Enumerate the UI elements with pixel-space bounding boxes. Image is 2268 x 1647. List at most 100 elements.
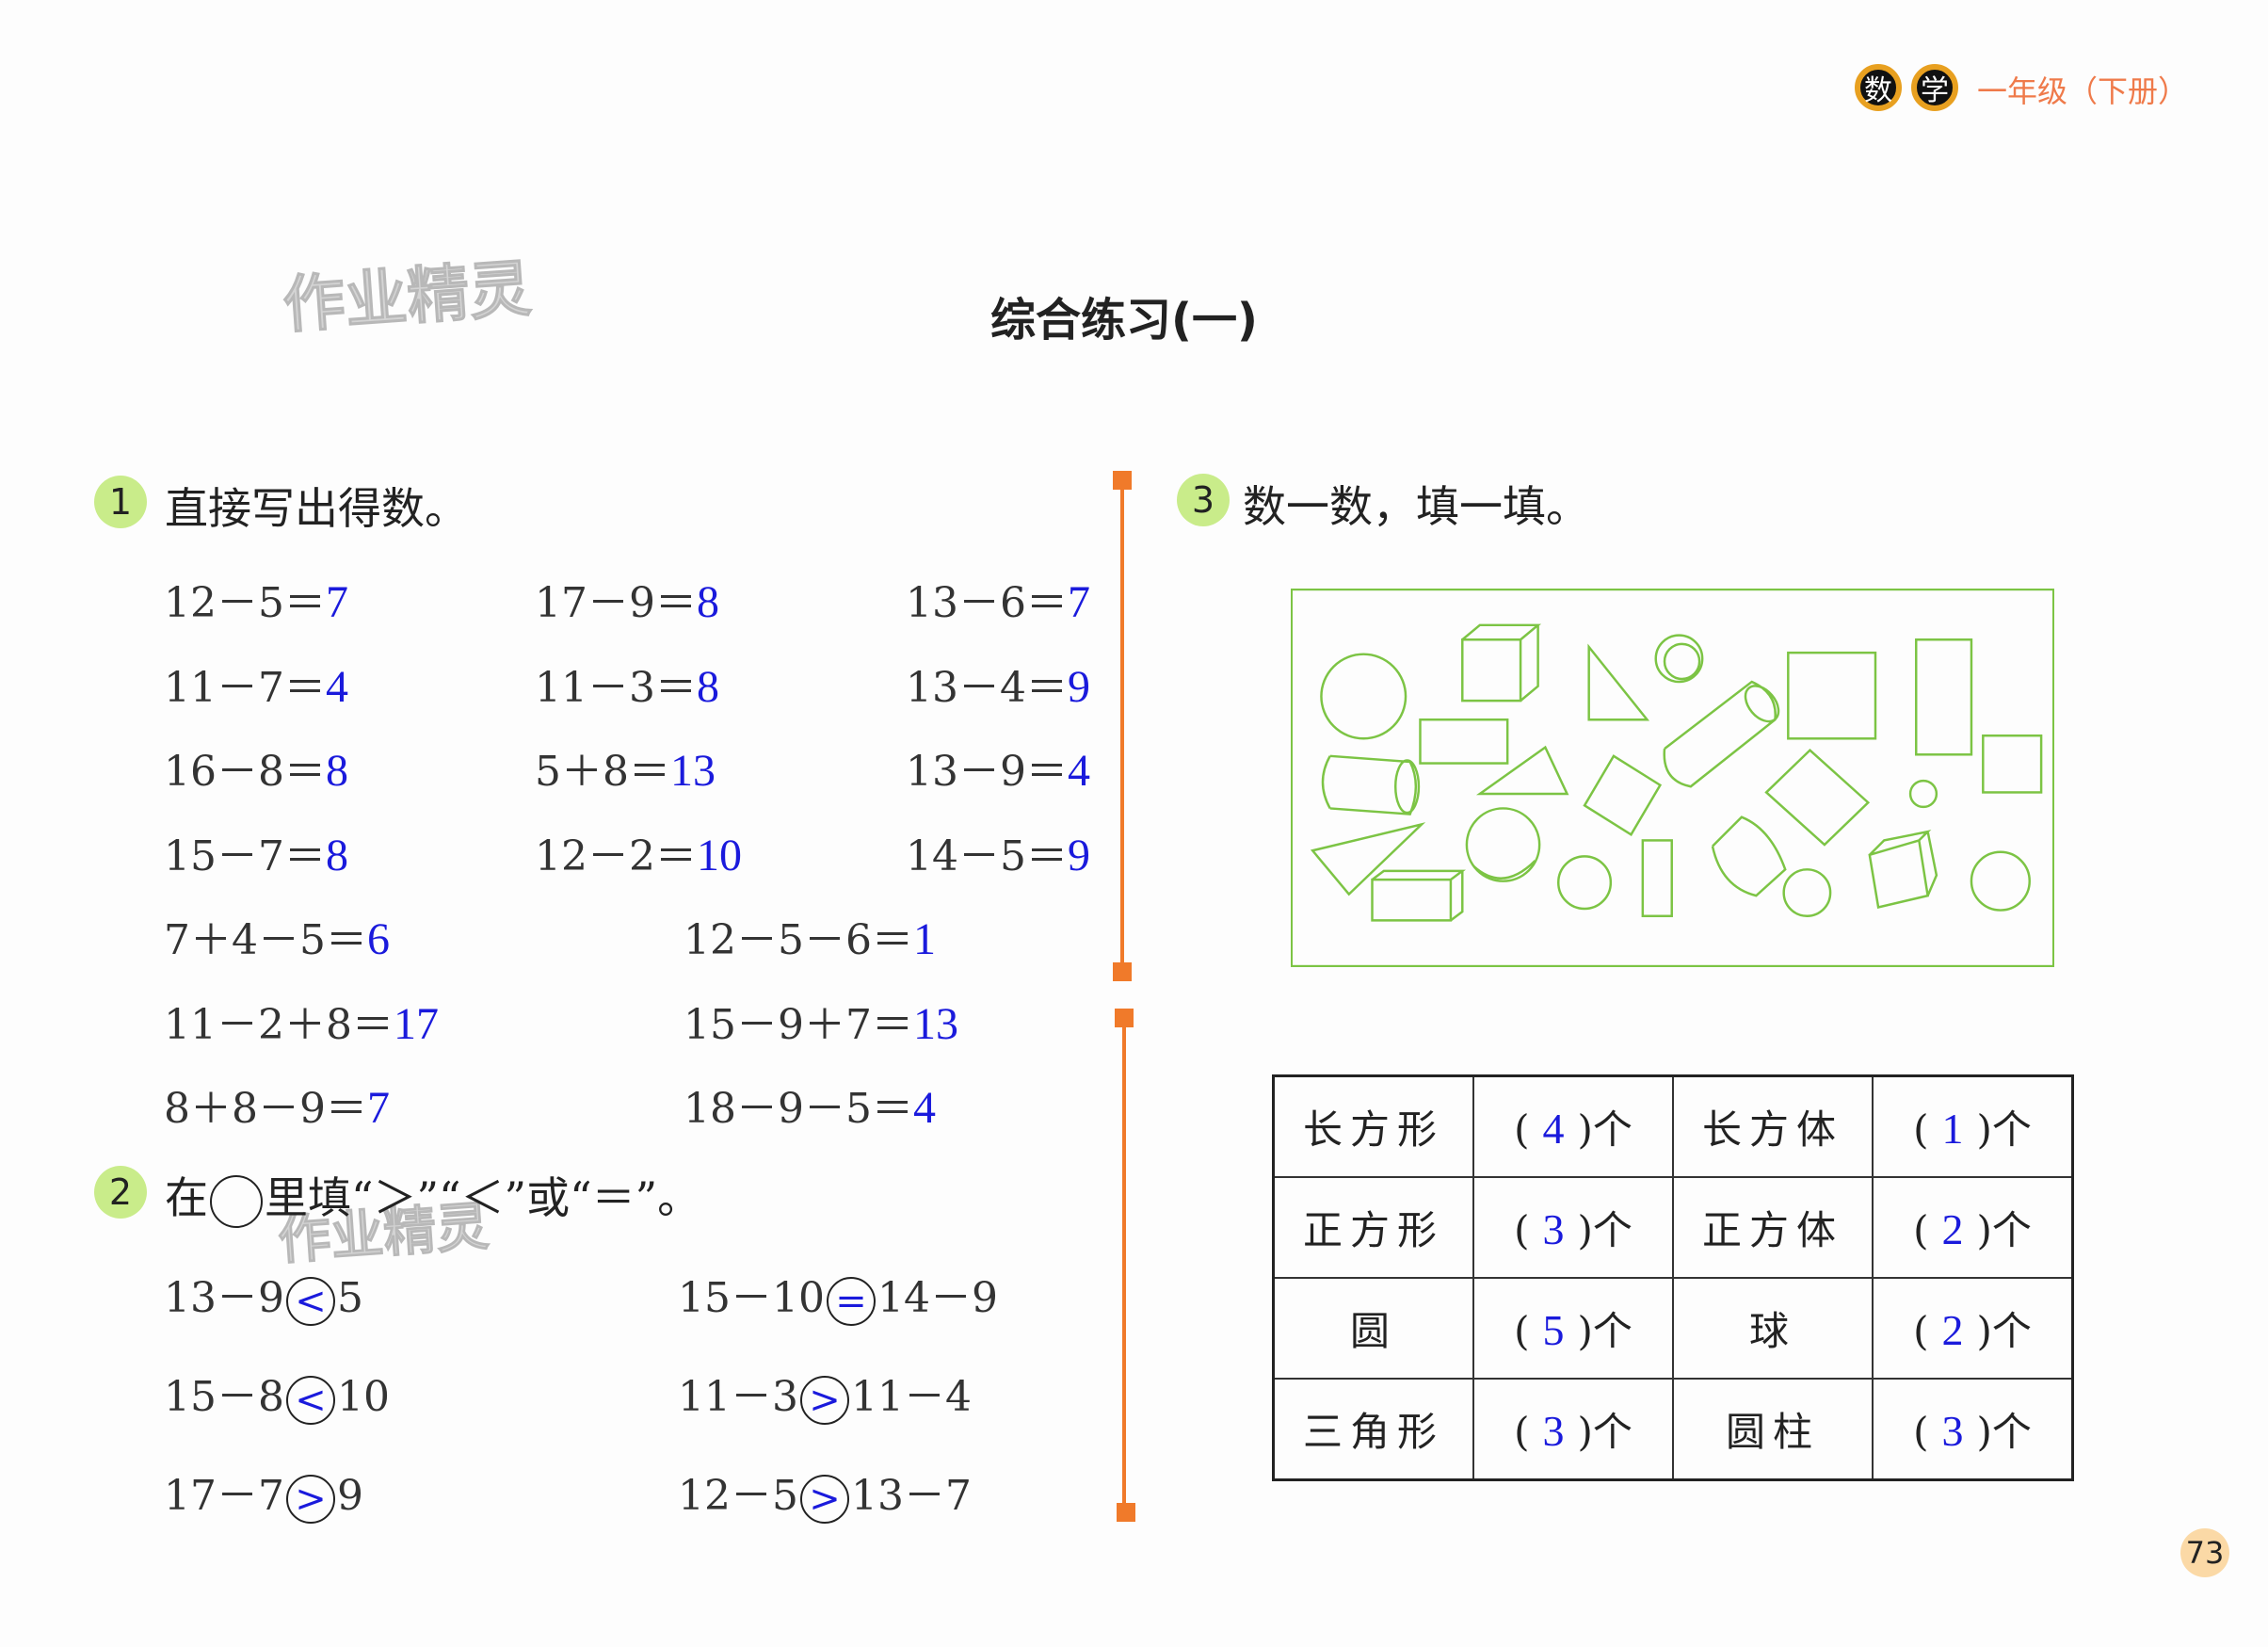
cylinder-shape (1744, 685, 1780, 723)
paren-open: ( (1514, 1106, 1530, 1153)
section-title-1: 直接写出得数。 (165, 483, 468, 534)
equation: 17－9＝8 (535, 569, 719, 629)
shape-name: 正方形 (1272, 1176, 1474, 1279)
equation-answer: 8 (325, 746, 348, 796)
circle-icon (210, 1175, 263, 1228)
comparison: 12－5 >13－7 (678, 1461, 972, 1524)
shapes-picture (1291, 589, 2054, 967)
comparison-right: 10 (336, 1373, 390, 1421)
equation-answer: 13 (670, 746, 716, 796)
equation: 13－6＝7 (906, 569, 1090, 629)
equation-expression: 15－7＝ (164, 832, 326, 880)
equation-expression: 13－4＝ (906, 664, 1068, 712)
shape-count: 3 (1542, 1205, 1565, 1253)
shape-count: 5 (1542, 1306, 1565, 1354)
triangle-shape (1310, 822, 1426, 896)
cube-shape (1868, 830, 1938, 909)
comparison-right: 5 (336, 1274, 363, 1322)
equation: 7＋4－5＝6 (164, 906, 390, 966)
comparison-answer-circle[interactable]: > (799, 1375, 849, 1425)
paren-close: ) (1976, 1106, 1992, 1153)
equation: 13－9＝4 (906, 737, 1090, 798)
comparison-answer-circle[interactable]: > (799, 1474, 849, 1524)
paren-close: ) (1976, 1207, 1992, 1253)
equation-answer: 8 (696, 662, 719, 712)
comparison-left: 13－9 (164, 1274, 284, 1322)
circle-shape (1320, 653, 1407, 740)
comparison-left: 15－10 (678, 1274, 825, 1322)
circle-shape (1557, 855, 1613, 911)
comparison-left: 11－3 (678, 1373, 798, 1421)
equation: 12－2＝10 (535, 822, 742, 882)
equation-expression: 11－2＋8＝ (164, 1001, 394, 1049)
comparison-answer-circle[interactable]: > (285, 1474, 335, 1524)
rectangle-shape (1915, 638, 1973, 756)
square-shape (1787, 651, 1877, 740)
paren-close: ) (1577, 1409, 1593, 1455)
comparison: 15－10 = 14－9 (678, 1264, 998, 1326)
unit: 个 (1991, 1207, 2032, 1253)
comparison-answer-circle[interactable]: = (826, 1276, 876, 1326)
comparison-right: 11－4 (850, 1373, 972, 1421)
title-text: 在 (165, 1172, 208, 1223)
equation: 12－5－6＝1 (684, 906, 936, 966)
circle-shape (1782, 868, 1832, 917)
shape-count-cell: (3)个 (1872, 1378, 2074, 1481)
equation-answer: 13 (912, 999, 958, 1049)
equation: 11－3＝8 (535, 654, 719, 714)
divider-line (1122, 1018, 1126, 1512)
equation-answer: 9 (1067, 662, 1090, 712)
equation: 16－8＝8 (164, 737, 348, 798)
table-row: 正方形(3)个 正方体(2)个 (1272, 1176, 2074, 1279)
equation-answer: 7 (325, 577, 348, 627)
equation-expression: 12－2＝ (535, 832, 697, 880)
shape-count-cell: (3)个 (1472, 1378, 1674, 1481)
circle-shape (1654, 634, 1704, 684)
shape-name: 三角形 (1272, 1378, 1474, 1481)
paren-close: ) (1577, 1106, 1593, 1153)
cuboid-shape (1371, 869, 1466, 922)
paren-close: ) (1976, 1308, 1992, 1354)
equation-expression: 13－6＝ (906, 579, 1068, 627)
equation-answer: 4 (912, 1083, 936, 1133)
equation: 12－5＝7 (164, 569, 348, 629)
unit: 个 (1991, 1106, 2032, 1153)
shape-count-table: 长方形(4)个 长方体(1)个 正方形(3)个 正方体(2)个圆(5)个球(2)个 三角… (1272, 1074, 2074, 1481)
section-title-2: 在 里填“＞”“＜”或“＝”。 (165, 1164, 700, 1228)
paren-open: ( (1913, 1106, 1929, 1153)
comparison-right: 9 (336, 1472, 363, 1520)
triangle-shape (1475, 745, 1569, 796)
circle-shape (1908, 779, 1938, 809)
shape-name: 正方体 (1672, 1176, 1874, 1279)
equation: 8＋8－9＝7 (164, 1074, 390, 1135)
unit: 个 (1592, 1308, 1633, 1354)
square-shape (1982, 734, 2043, 794)
subject-badge-xue: 学 (1911, 64, 1958, 111)
unit: 个 (1592, 1106, 1633, 1153)
equation-answer: 8 (696, 577, 719, 627)
equation-answer: 10 (696, 831, 742, 880)
equation: 15－9＋7＝13 (684, 991, 958, 1051)
shape-count: 3 (1542, 1407, 1565, 1455)
paren-open: ( (1913, 1409, 1929, 1455)
comparison-left: 17－7 (164, 1472, 284, 1520)
equation-expression: 17－9＝ (535, 579, 697, 627)
equation: 15－7＝8 (164, 822, 348, 882)
equation-answer: 17 (393, 999, 439, 1049)
equation-answer: 6 (366, 914, 390, 964)
comparison-answer-circle[interactable]: < (285, 1276, 335, 1326)
paren-close: ) (1577, 1308, 1593, 1354)
comparison-answer-circle[interactable]: < (285, 1375, 335, 1425)
paren-close: ) (1577, 1207, 1593, 1253)
equation-expression: 5＋8＝ (535, 748, 670, 796)
section-number-1: 1 (94, 476, 147, 528)
unit: 个 (1991, 1409, 2032, 1455)
table-row: 三角形(3)个 圆柱(3)个 (1272, 1378, 2074, 1481)
cylinder-shape (1393, 759, 1421, 815)
rectangle-shape (1764, 748, 1871, 847)
shape-count-cell: (2)个 (1872, 1176, 2074, 1279)
shape-count: 3 (1941, 1407, 1964, 1455)
equation: 11－2＋8＝17 (164, 991, 439, 1051)
equation-expression: 12－5＝ (164, 579, 326, 627)
subject-badge-shu: 数 (1855, 64, 1902, 111)
